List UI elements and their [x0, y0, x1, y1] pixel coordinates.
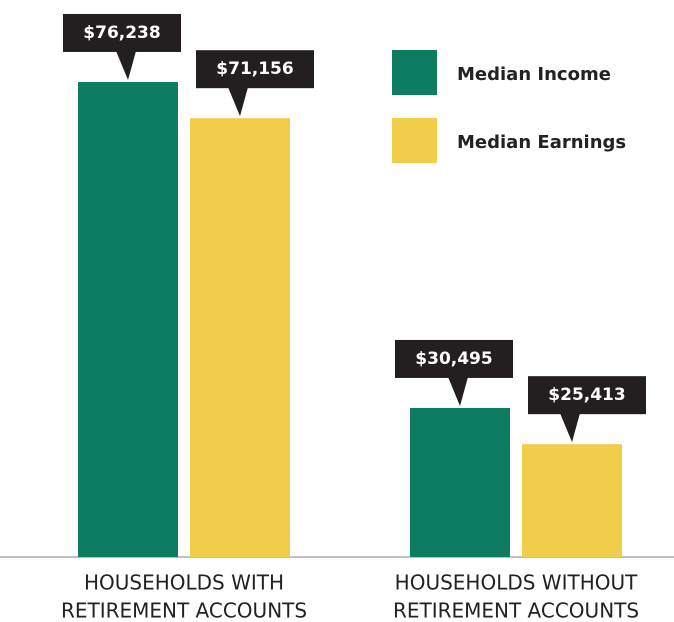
- bar: [522, 444, 622, 557]
- legend-label: Median Income: [457, 64, 611, 85]
- label-pointer: [228, 87, 248, 117]
- label-box: [528, 376, 646, 415]
- x-tick-label: HOUSEHOLDS WITH: [84, 571, 284, 595]
- x-tick-label: RETIREMENT ACCOUNTS: [393, 599, 639, 622]
- x-tick-label: RETIREMENT ACCOUNTS: [61, 599, 307, 622]
- bar: [410, 407, 510, 557]
- data-label: $25,413: [548, 385, 625, 405]
- label-pointer: [448, 376, 468, 406]
- label-pointer: [560, 413, 580, 443]
- legend-label: Median Earnings: [457, 132, 626, 153]
- label-box: [63, 13, 181, 52]
- bar: [190, 118, 290, 558]
- data-label: $30,495: [415, 349, 492, 369]
- legend-swatch: [392, 50, 437, 95]
- bar: [78, 81, 178, 557]
- data-label: $76,238: [83, 23, 160, 43]
- label-box: [196, 50, 314, 89]
- label-pointer: [116, 50, 136, 80]
- legend-swatch: [392, 118, 437, 163]
- data-label: $71,156: [216, 59, 293, 79]
- x-tick-label: HOUSEHOLDS WITHOUT: [395, 571, 638, 595]
- label-box: [395, 339, 513, 378]
